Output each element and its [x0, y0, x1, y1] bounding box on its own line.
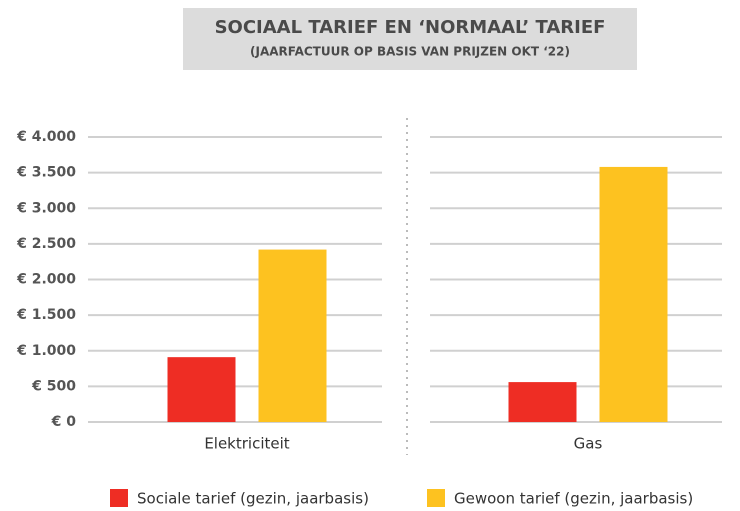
y-tick-label: € 500 — [31, 378, 76, 394]
x-tick-label: Gas — [574, 435, 603, 453]
bar — [599, 166, 668, 422]
y-tick-label: € 2.000 — [16, 272, 76, 288]
chart-title: SOCIAAL TARIEF EN ‘NORMAAL’ TARIEF — [215, 17, 606, 38]
y-tick-label: € 1.000 — [16, 343, 76, 359]
x-tick-label: Elektriciteit — [204, 435, 289, 453]
chart-subtitle: (JAARFACTUUR OP BASIS VAN PRIJZEN OKT ‘2… — [250, 45, 570, 59]
bar — [167, 357, 236, 422]
y-tick-label: € 0 — [51, 414, 77, 430]
bar — [508, 382, 577, 422]
title-box — [183, 8, 637, 70]
y-tick-label: € 3.000 — [16, 200, 76, 216]
legend-swatch — [427, 489, 445, 507]
y-tick-label: € 1.500 — [16, 307, 76, 323]
y-tick-label: € 2.500 — [16, 236, 76, 252]
bar — [258, 249, 327, 422]
legend-label: Sociale tarief (gezin, jaarbasis) — [137, 490, 369, 508]
y-tick-label: € 3.500 — [16, 165, 76, 181]
legend-label: Gewoon tarief (gezin, jaarbasis) — [454, 490, 693, 508]
y-tick-label: € 4.000 — [16, 129, 76, 145]
legend-swatch — [110, 489, 128, 507]
